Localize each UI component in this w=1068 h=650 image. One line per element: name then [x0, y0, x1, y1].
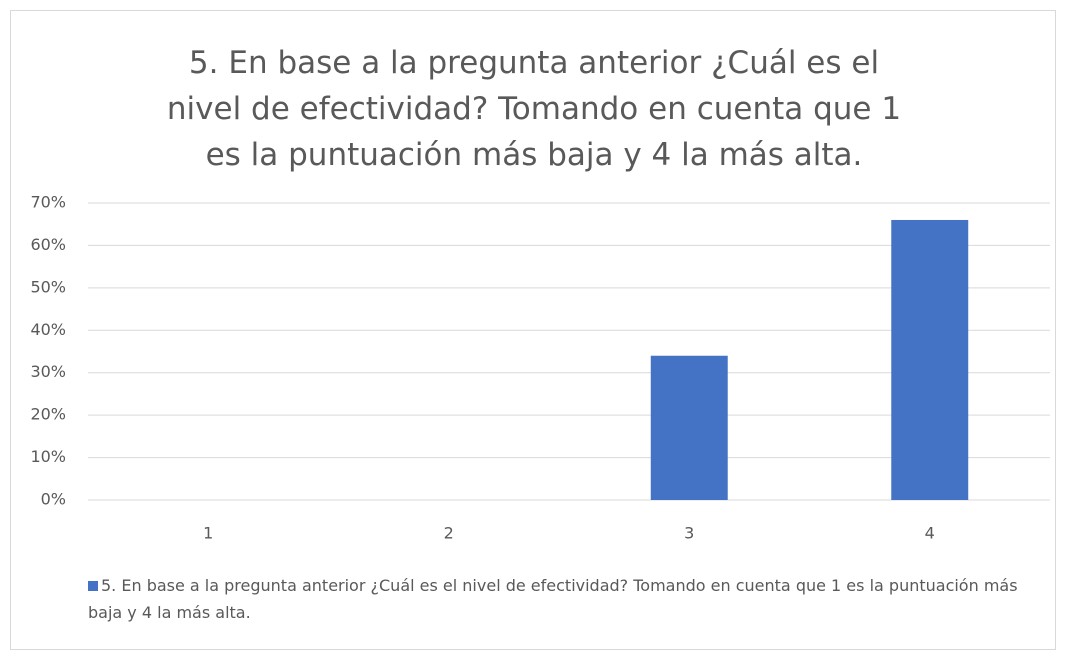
- y-tick-label: 20%: [30, 405, 66, 424]
- legend-label: 5. En base a la pregunta anterior ¿Cuál …: [88, 576, 1018, 622]
- x-tick-label: 4: [925, 524, 935, 543]
- bar: [891, 219, 969, 500]
- y-tick-label: 30%: [30, 362, 66, 381]
- y-tick-label: 60%: [30, 235, 66, 254]
- legend-swatch: [88, 581, 98, 591]
- y-tick-label: 0%: [41, 490, 66, 509]
- y-tick-label: 40%: [30, 320, 66, 339]
- chart-title: 5. En base a la pregunta anterior ¿Cuál …: [166, 45, 902, 173]
- y-tick-label: 70%: [30, 193, 66, 212]
- y-tick-label: 50%: [30, 277, 66, 296]
- x-tick-label: 2: [444, 524, 454, 543]
- x-tick-label: 3: [684, 524, 694, 543]
- bar: [650, 355, 728, 500]
- y-tick-label: 10%: [30, 447, 66, 466]
- legend: 5. En base a la pregunta anterior ¿Cuál …: [88, 572, 1028, 626]
- x-tick-label: 1: [203, 524, 213, 543]
